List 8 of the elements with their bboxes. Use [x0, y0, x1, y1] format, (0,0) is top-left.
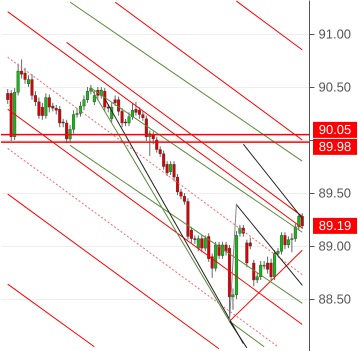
y-tick-label: 89.50 — [318, 185, 352, 200]
y-tick-label: 91.00 — [318, 26, 352, 42]
ref-line-label: 89.98 — [318, 138, 352, 154]
y-tick-label: 88.50 — [318, 292, 352, 307]
text: 89.19 — [318, 218, 352, 233]
y-tick-label: 89.00 — [318, 238, 352, 254]
y-tick-label: 90.50 — [318, 79, 352, 94]
ref-line-label: 90.05 — [318, 122, 352, 137]
